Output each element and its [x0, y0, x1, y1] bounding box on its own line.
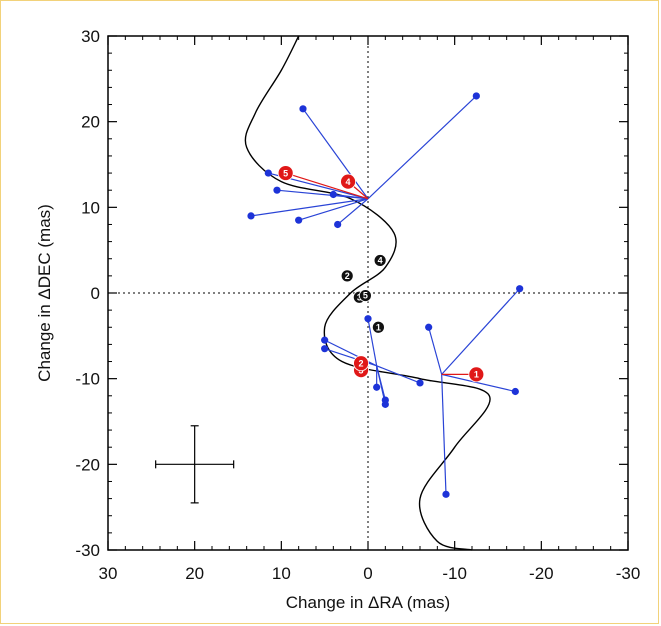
residual-spoke: [441, 373, 516, 393]
measurement-point: [273, 186, 281, 194]
y-tick-label: -20: [75, 455, 100, 474]
epoch-marker-label: 4: [378, 255, 383, 265]
measurement-point: [381, 400, 389, 408]
residual-spoke: [367, 318, 378, 366]
epoch-marker-red: [340, 173, 356, 190]
residual-spoke: [376, 365, 421, 384]
y-tick-label: 10: [81, 198, 100, 217]
epoch-marker-black: [340, 269, 354, 283]
x-tick-label: -30: [616, 564, 641, 583]
measurement-point: [364, 315, 372, 323]
measurement-point: [511, 387, 519, 396]
epoch-marker-label: 1: [376, 322, 381, 332]
residual-spoke: [324, 339, 377, 367]
residual-spoke: [428, 327, 443, 375]
residual-spoke: [367, 95, 477, 200]
measurement-point: [299, 105, 307, 113]
measurement-point: [264, 169, 272, 177]
residual-spoke: [337, 198, 369, 225]
measurement-point: [416, 379, 424, 387]
residual-spoke: [441, 288, 521, 375]
residual-spoke: [333, 193, 369, 200]
residual-spoke: [250, 198, 369, 217]
measurement-point: [247, 212, 255, 220]
x-tick-label: 30: [99, 564, 118, 583]
measurement-point: [472, 92, 480, 100]
residual-spoke: [298, 198, 369, 221]
residual-spoke: [441, 374, 447, 495]
epoch-marker-red: [277, 165, 294, 181]
measurement-point: [321, 345, 329, 353]
epoch-marker-red: [468, 366, 485, 383]
y-tick-label: -10: [75, 370, 100, 389]
epoch-marker-label: 2: [345, 271, 350, 281]
epoch-marker-black: [371, 320, 385, 334]
model-orbit-curve: [244, 35, 491, 551]
y-axis-title: Change in ΔDEC (mas): [35, 204, 54, 382]
y-tick-label: 20: [81, 113, 100, 132]
measurement-point: [516, 285, 524, 293]
measurement-point: [373, 383, 381, 391]
epoch-link-line: [285, 172, 369, 200]
epoch-marker-label: 4: [346, 177, 351, 187]
x-tick-label: 10: [272, 564, 291, 583]
y-tick-label: -30: [75, 541, 100, 560]
epoch-marker-black: [358, 289, 372, 302]
epoch-marker-label: 5: [283, 168, 288, 178]
x-tick-label: 20: [185, 564, 204, 583]
measurement-point: [295, 216, 303, 224]
x-axis-title: Change in ΔRA (mas): [286, 593, 450, 612]
y-tick-label: 0: [91, 284, 100, 303]
epoch-marker-label: 2: [359, 358, 364, 368]
epoch-marker-label: 5: [363, 291, 368, 301]
x-tick-label: -10: [442, 564, 467, 583]
measurement-point: [334, 220, 342, 229]
epoch-marker-red: [353, 355, 369, 372]
epoch-marker-label: 1: [474, 370, 479, 380]
epoch-marker-black: [373, 254, 387, 267]
residual-spoke: [302, 108, 369, 200]
measurement-point: [329, 190, 337, 199]
measurement-point: [321, 336, 329, 344]
x-tick-label: -20: [529, 564, 554, 583]
measurement-point: [442, 490, 450, 498]
y-tick-label: 30: [81, 27, 100, 46]
measurement-point: [425, 323, 433, 331]
x-tick-label: 0: [363, 564, 372, 583]
